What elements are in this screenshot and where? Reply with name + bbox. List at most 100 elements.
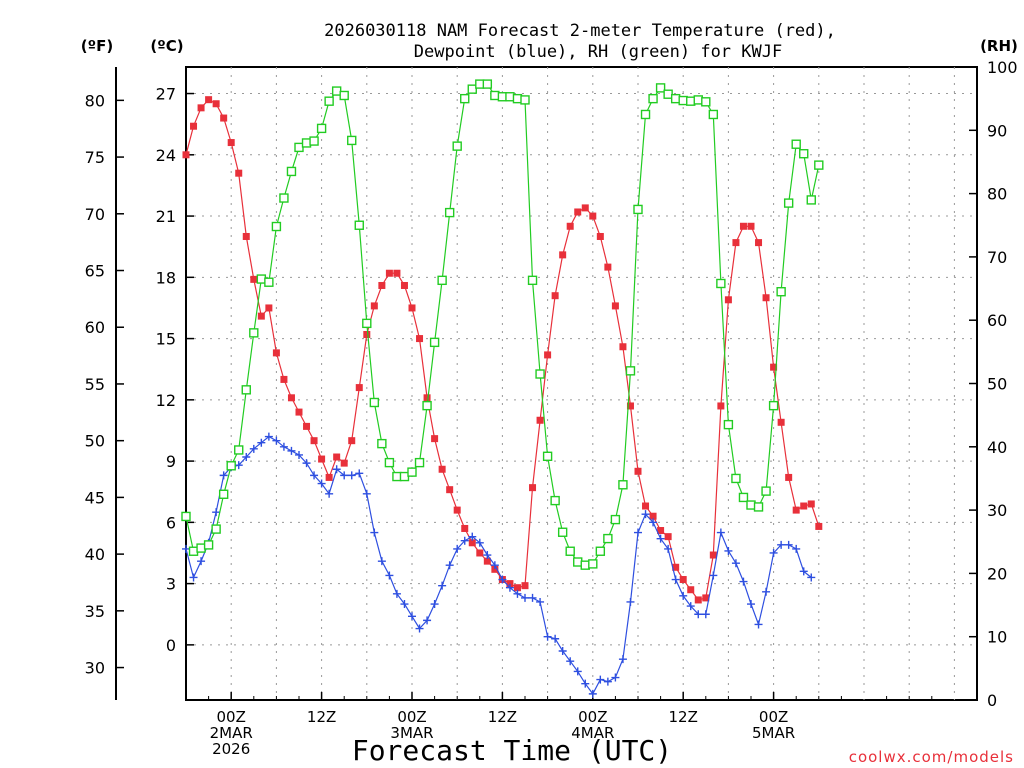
data-point-1-30 bbox=[408, 612, 416, 621]
data-point-0-69 bbox=[702, 594, 710, 602]
celsius-tick-label-8: 24 bbox=[156, 146, 176, 165]
data-point-1-49 bbox=[551, 634, 560, 643]
data-point-0-84 bbox=[815, 522, 823, 530]
data-point-1-66 bbox=[679, 591, 688, 600]
celsius-tick-label-7: 21 bbox=[156, 207, 176, 226]
data-point-1-61 bbox=[641, 510, 650, 519]
data-point-0-83 bbox=[807, 500, 815, 508]
unit-rh-label: (RH) bbox=[980, 37, 1018, 55]
rh-tick-label-0: 0 bbox=[987, 691, 997, 710]
rh-tick-label-6: 60 bbox=[987, 311, 1007, 330]
data-point-0-20 bbox=[333, 453, 341, 461]
rh-tick-label-1: 10 bbox=[987, 628, 1007, 647]
x-tick-label-5-1: 12Z bbox=[669, 708, 698, 726]
data-point-0-82 bbox=[800, 502, 808, 510]
data-point-0-79 bbox=[777, 418, 785, 426]
data-point-1-70 bbox=[709, 571, 718, 580]
data-point-2-79 bbox=[776, 287, 786, 297]
data-point-2-52 bbox=[573, 557, 583, 567]
data-point-2-27 bbox=[384, 457, 395, 468]
data-point-2-13 bbox=[279, 193, 289, 203]
fahrenheit-tick-label-9: 75 bbox=[85, 148, 105, 167]
data-point-1-27 bbox=[385, 571, 394, 580]
data-point-2-40 bbox=[482, 79, 493, 89]
data-point-2-65 bbox=[670, 93, 681, 104]
data-point-2-64 bbox=[663, 89, 673, 99]
data-point-0-30 bbox=[408, 304, 416, 312]
data-point-1-32 bbox=[423, 616, 432, 625]
data-point-2-4 bbox=[211, 524, 221, 534]
data-point-2-56 bbox=[603, 533, 613, 544]
data-point-0-31 bbox=[416, 335, 424, 343]
data-point-0-48 bbox=[544, 351, 552, 359]
fahrenheit-tick-label-3: 45 bbox=[85, 488, 105, 507]
data-point-2-82 bbox=[799, 149, 809, 159]
data-point-2-63 bbox=[655, 83, 666, 93]
data-point-1-33 bbox=[430, 600, 439, 609]
data-point-1-41 bbox=[490, 561, 499, 570]
data-point-0-10 bbox=[257, 312, 265, 320]
fahrenheit-tick-label-2: 40 bbox=[85, 545, 105, 564]
data-point-0-37 bbox=[461, 524, 469, 532]
data-point-0-47 bbox=[536, 416, 544, 424]
data-point-1-67 bbox=[686, 602, 695, 611]
data-point-1-17 bbox=[310, 471, 319, 480]
data-point-2-69 bbox=[701, 97, 711, 107]
data-point-2-29 bbox=[399, 471, 410, 482]
data-point-0-64 bbox=[664, 533, 672, 541]
rh-tick-label-5: 50 bbox=[987, 375, 1007, 394]
data-point-2-51 bbox=[565, 546, 575, 556]
series-dewpoint bbox=[182, 432, 816, 698]
data-point-0-41 bbox=[491, 565, 499, 573]
fahrenheit-tick-label-5: 55 bbox=[85, 375, 105, 394]
data-point-2-16 bbox=[301, 138, 312, 148]
data-point-1-78 bbox=[769, 548, 778, 557]
data-point-2-71 bbox=[716, 278, 726, 289]
data-point-1-37 bbox=[460, 536, 469, 545]
data-point-1-40 bbox=[483, 551, 492, 560]
grid-lines bbox=[186, 67, 977, 700]
data-point-1-12 bbox=[272, 436, 281, 445]
data-point-0-8 bbox=[242, 232, 250, 240]
data-point-0-45 bbox=[521, 582, 529, 590]
data-point-1-64 bbox=[664, 544, 673, 553]
data-point-1-79 bbox=[777, 540, 786, 549]
data-point-0-23 bbox=[355, 384, 363, 392]
data-point-2-25 bbox=[369, 397, 380, 408]
data-point-1-13 bbox=[279, 442, 288, 451]
data-point-2-57 bbox=[610, 514, 621, 525]
data-point-2-74 bbox=[738, 492, 749, 503]
data-point-0-27 bbox=[385, 269, 393, 277]
data-point-1-10 bbox=[257, 438, 266, 447]
data-point-2-68 bbox=[693, 95, 703, 105]
data-point-1-57 bbox=[611, 673, 620, 682]
data-point-2-0 bbox=[181, 511, 191, 522]
data-point-2-18 bbox=[316, 123, 327, 134]
data-point-0-72 bbox=[724, 296, 732, 304]
data-point-0-7 bbox=[235, 169, 243, 177]
data-point-2-15 bbox=[294, 142, 304, 153]
data-point-1-76 bbox=[754, 620, 763, 629]
data-point-1-38 bbox=[468, 532, 477, 541]
data-point-1-43 bbox=[505, 583, 514, 592]
x-tick-label-0-1: 00Z bbox=[217, 708, 246, 726]
data-point-1-19 bbox=[325, 489, 334, 498]
fahrenheit-tick-label-10: 80 bbox=[85, 91, 105, 110]
x-tick-label-6-2: 5MAR bbox=[752, 724, 795, 742]
data-point-0-58 bbox=[619, 343, 627, 351]
data-point-1-58 bbox=[618, 655, 627, 664]
data-point-2-35 bbox=[444, 207, 455, 218]
data-point-0-57 bbox=[611, 302, 619, 310]
data-point-2-11 bbox=[264, 277, 274, 287]
data-point-1-4 bbox=[212, 508, 221, 517]
data-point-2-59 bbox=[625, 366, 636, 376]
data-point-1-73 bbox=[731, 559, 740, 568]
rh-tick-label-3: 30 bbox=[987, 501, 1007, 520]
rh-tick-label-2: 20 bbox=[987, 564, 1007, 583]
data-point-0-54 bbox=[589, 212, 597, 220]
data-point-2-9 bbox=[249, 328, 259, 338]
data-point-2-31 bbox=[414, 457, 425, 468]
x-tick-label-0-2: 2MAR bbox=[210, 724, 253, 742]
data-point-1-9 bbox=[249, 444, 258, 453]
data-point-0-22 bbox=[348, 437, 356, 445]
